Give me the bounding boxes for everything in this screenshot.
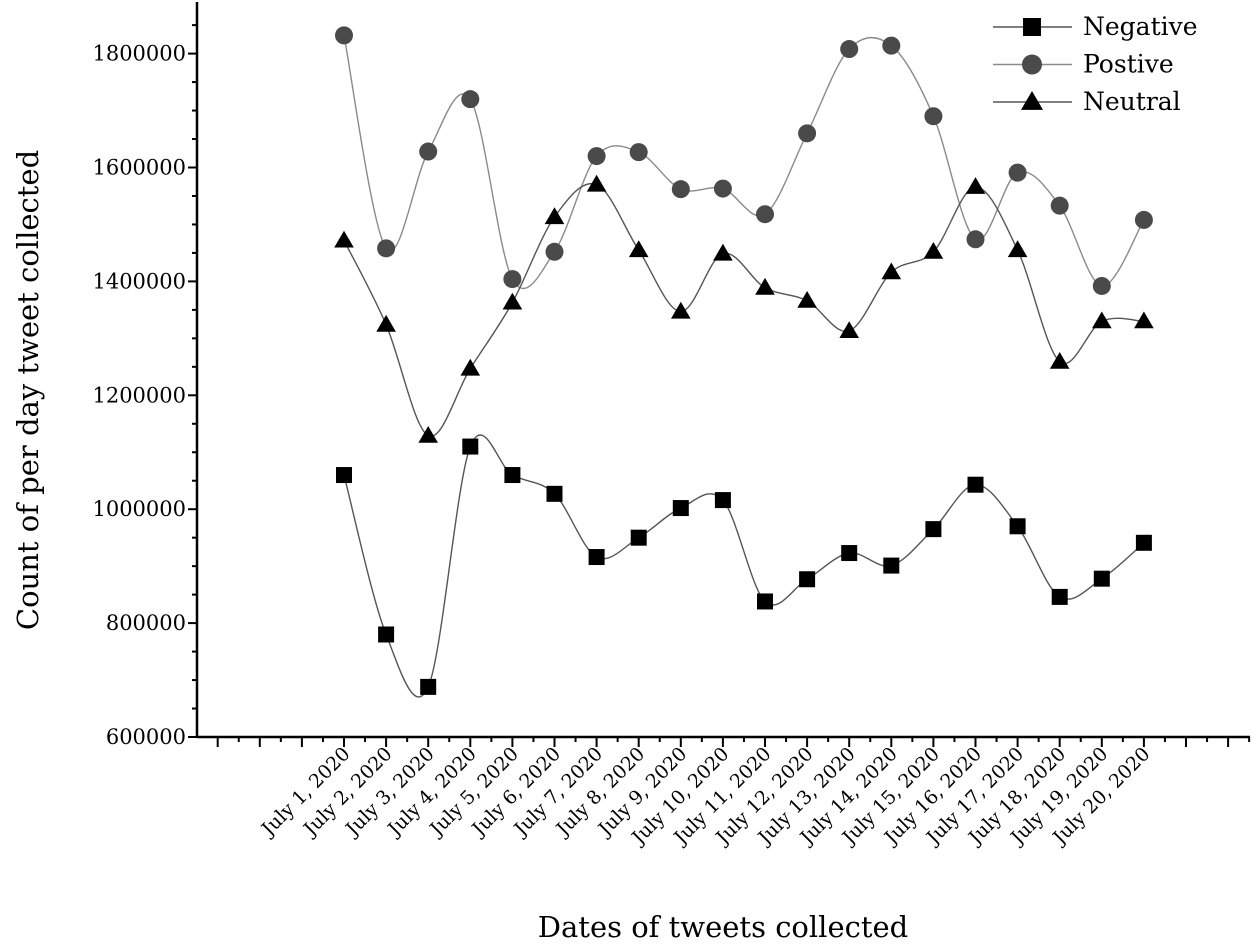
legend-marker-neutral xyxy=(1021,91,1043,110)
series-line-neutral xyxy=(343,182,1144,437)
series-group xyxy=(334,26,1154,698)
data-point-neutral xyxy=(376,314,396,332)
data-point-postive xyxy=(756,205,774,224)
data-point-postive xyxy=(1134,210,1153,229)
data-point-neutral xyxy=(1134,311,1154,329)
data-point-postive xyxy=(335,26,353,45)
series-neutral xyxy=(334,174,1154,443)
y-tick-label: 600000 xyxy=(106,725,186,749)
legend-marker-negative xyxy=(1023,18,1041,36)
data-point-negative xyxy=(841,545,858,562)
data-point-neutral xyxy=(713,243,733,261)
data-point-negative xyxy=(462,438,479,455)
data-point-postive xyxy=(503,270,522,289)
data-point-postive xyxy=(1092,276,1111,295)
legend-marker-postive xyxy=(1022,54,1042,75)
data-point-neutral xyxy=(797,291,817,308)
legend: Negative Postive Neutral xyxy=(993,12,1198,116)
series-postive xyxy=(335,26,1153,295)
data-point-negative xyxy=(672,500,689,517)
data-point-negative xyxy=(378,626,395,643)
data-point-negative xyxy=(925,521,942,538)
data-point-neutral xyxy=(881,262,902,280)
data-point-neutral xyxy=(923,242,944,259)
data-point-postive xyxy=(629,143,648,162)
y-tick-label: 800000 xyxy=(106,611,186,635)
legend-item-postive: Postive xyxy=(993,50,1174,79)
data-point-postive xyxy=(671,180,690,199)
y-tick-label: 1200000 xyxy=(92,383,186,407)
series-line-postive xyxy=(343,35,1145,290)
data-point-postive xyxy=(587,147,606,166)
y-tick-label: 1400000 xyxy=(92,269,186,293)
data-point-negative xyxy=(630,529,647,546)
data-point-negative xyxy=(546,485,563,502)
data-point-neutral xyxy=(460,358,481,376)
data-point-negative xyxy=(588,549,605,566)
data-point-postive xyxy=(1008,163,1027,182)
data-point-neutral xyxy=(1049,352,1070,369)
data-point-postive xyxy=(419,142,438,161)
data-point-neutral xyxy=(965,177,986,194)
data-point-postive xyxy=(713,179,732,198)
legend-label-postive: Postive xyxy=(1083,50,1174,79)
data-point-negative xyxy=(420,678,437,695)
data-point-negative xyxy=(504,467,521,484)
data-point-postive xyxy=(1050,196,1069,215)
x-axis-title: Dates of tweets collected xyxy=(538,910,908,944)
legend-label-negative: Negative xyxy=(1083,12,1198,41)
data-point-neutral xyxy=(1007,240,1028,258)
data-point-postive xyxy=(545,242,564,261)
legend-label-neutral: Neutral xyxy=(1083,87,1181,116)
data-point-neutral xyxy=(586,174,607,192)
data-point-neutral xyxy=(1092,311,1112,329)
y-tick-label: 1800000 xyxy=(92,42,186,66)
legend-item-negative: Negative xyxy=(993,12,1198,41)
data-point-negative xyxy=(1009,518,1026,535)
data-point-neutral xyxy=(502,292,523,310)
data-point-neutral xyxy=(628,240,649,258)
series-line-negative xyxy=(343,434,1145,698)
legend-item-neutral: Neutral xyxy=(993,87,1181,116)
data-point-postive xyxy=(966,230,985,249)
data-point-postive xyxy=(924,107,943,126)
data-point-neutral xyxy=(544,207,565,225)
data-point-neutral xyxy=(418,426,438,443)
y-ticks: 600000 800000 1000000 1200000 1400000 1600000… xyxy=(92,24,197,749)
data-point-negative xyxy=(799,571,816,588)
data-point-postive xyxy=(377,239,396,258)
data-point-neutral xyxy=(334,230,354,248)
data-point-neutral xyxy=(671,301,691,319)
data-point-negative xyxy=(1051,588,1068,605)
data-point-negative xyxy=(757,593,773,610)
y-axis-title: Count of per day tweet collected xyxy=(11,150,45,630)
data-point-neutral xyxy=(755,277,775,295)
data-point-negative xyxy=(1135,534,1152,551)
series-negative xyxy=(336,434,1152,698)
data-point-postive xyxy=(798,124,817,143)
data-point-negative xyxy=(967,476,984,493)
data-point-postive xyxy=(461,90,480,109)
data-point-negative xyxy=(714,492,731,509)
data-point-negative xyxy=(883,557,900,574)
data-point-postive xyxy=(882,36,901,55)
data-point-neutral xyxy=(839,321,859,338)
data-point-negative xyxy=(1093,570,1110,587)
y-tick-label: 1000000 xyxy=(92,497,186,521)
data-point-postive xyxy=(840,40,859,59)
y-tick-label: 1600000 xyxy=(92,156,186,180)
data-point-negative xyxy=(336,467,352,484)
